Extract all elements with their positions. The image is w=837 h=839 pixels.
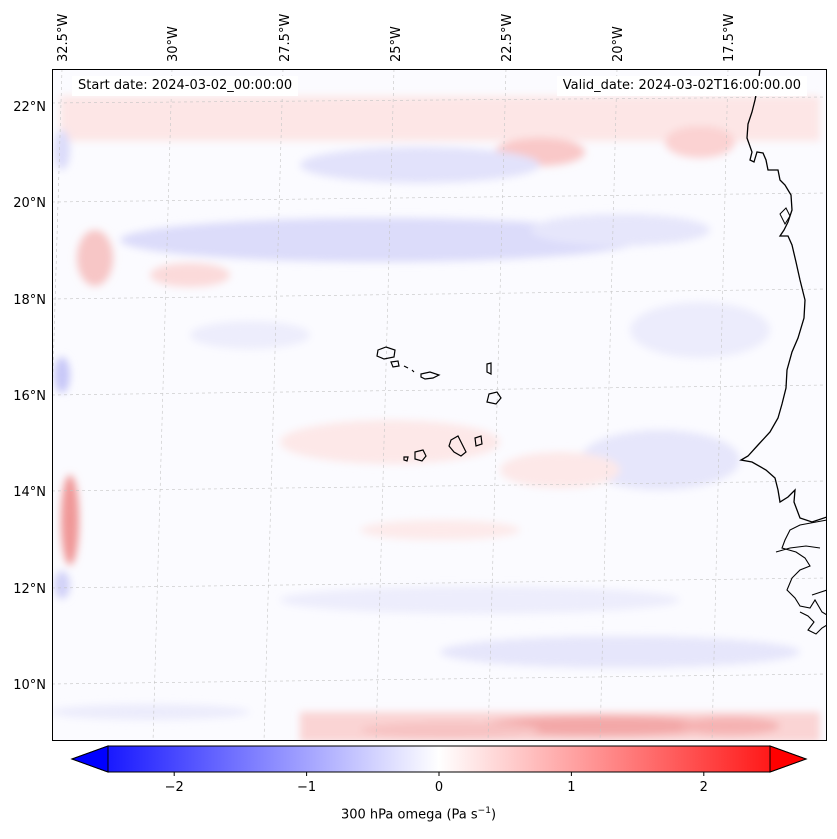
lon-line	[375, 69, 395, 741]
lon-line	[263, 69, 284, 741]
anomaly	[480, 716, 720, 736]
lon-line	[487, 69, 507, 741]
colorbar-ticks: −2 −1 0 1 2	[165, 772, 708, 795]
start-date-label: Start date: 2024-03-02_00:00:00	[72, 76, 299, 96]
lat-label: 18°N	[13, 293, 46, 308]
lat-label: 12°N	[13, 582, 46, 597]
anomaly	[150, 263, 230, 287]
anomaly	[680, 717, 780, 735]
coastline-detail	[781, 519, 827, 616]
anomaly	[54, 130, 70, 170]
lon-line	[711, 69, 729, 741]
island-brava	[403, 456, 409, 462]
lon-label: 32.5°W	[56, 14, 71, 62]
anomaly	[665, 126, 735, 158]
lat-label: 10°N	[13, 678, 46, 693]
graticule	[52, 69, 827, 741]
colorbar-label-text: 300 hPa omega (Pa s	[340, 807, 478, 823]
omega-field	[52, 69, 827, 741]
colorbar-tick-label: −1	[297, 780, 316, 795]
anomaly	[360, 520, 520, 540]
lon-label: 27.5°W	[278, 14, 293, 62]
island-santo-antao	[376, 346, 396, 360]
island-boa-vista	[486, 391, 502, 405]
anomaly	[54, 357, 70, 393]
colorbar-extend-max	[769, 745, 808, 773]
colorbar-label-exp: −1	[477, 806, 491, 816]
lon-line	[152, 69, 173, 741]
lon-label: 22.5°W	[500, 14, 515, 62]
anomaly	[52, 704, 250, 720]
lat-label: 22°N	[13, 100, 46, 115]
anomaly	[280, 586, 680, 614]
lon-labels: 32.5°W 30°W 27.5°W 25°W 22.5°W 20°W 17.5…	[56, 14, 737, 62]
lat-label: 14°N	[13, 485, 46, 500]
anomaly	[500, 452, 620, 488]
coastline-detail	[799, 589, 827, 635]
anomaly	[630, 302, 770, 358]
colorbar-tick-label: 1	[567, 780, 575, 795]
anomaly	[580, 430, 740, 490]
lat-label: 16°N	[13, 389, 46, 404]
anomaly	[440, 636, 800, 668]
anomaly	[54, 571, 70, 599]
colorbar-label-close: )	[490, 807, 497, 823]
coastline-detail	[779, 207, 791, 226]
island-sao-nicolau	[411, 369, 441, 380]
colorbar: −2 −1 0 1 2	[70, 745, 808, 795]
colorbar-body	[70, 745, 808, 773]
anomaly	[77, 230, 113, 286]
anomaly	[360, 722, 540, 738]
island-sal	[486, 362, 492, 375]
island-santiago	[448, 435, 467, 457]
valid-date-label: Valid_date: 2024-03-02T16:00:00.00	[556, 76, 807, 96]
anomaly	[120, 218, 640, 262]
lon-label: 25°W	[389, 26, 404, 62]
gambia-river	[775, 545, 821, 553]
colorbar-tick-label: −2	[165, 780, 184, 795]
anomaly	[300, 147, 540, 183]
lat-label: 20°N	[13, 196, 46, 211]
colorbar-label: 300 hPa omega (Pa s−1)	[0, 806, 837, 822]
lat-labels: 22°N 20°N 18°N 16°N 14°N 12°N 10°N	[13, 100, 46, 693]
anomaly	[190, 321, 310, 349]
colorbar-tick-label: 2	[700, 780, 708, 795]
cape-verde-islands	[376, 346, 502, 462]
lon-line	[599, 69, 618, 741]
map-frame	[52, 69, 827, 741]
anomaly	[280, 420, 500, 464]
africa-coastline	[739, 69, 827, 523]
omega-anomalies	[52, 96, 820, 741]
lon-label: 17.5°W	[722, 14, 737, 62]
lon-label: 30°W	[166, 26, 181, 62]
anomaly	[530, 214, 710, 246]
island-santa-luzia	[403, 365, 409, 369]
island-sao-vicente	[390, 360, 400, 368]
anomaly	[61, 475, 79, 565]
colorbar-tick-label: 0	[435, 780, 443, 795]
colorbar-extend-min	[70, 745, 109, 773]
lon-label: 20°W	[611, 26, 626, 62]
island-maio	[474, 435, 483, 447]
island-fogo	[414, 449, 427, 462]
